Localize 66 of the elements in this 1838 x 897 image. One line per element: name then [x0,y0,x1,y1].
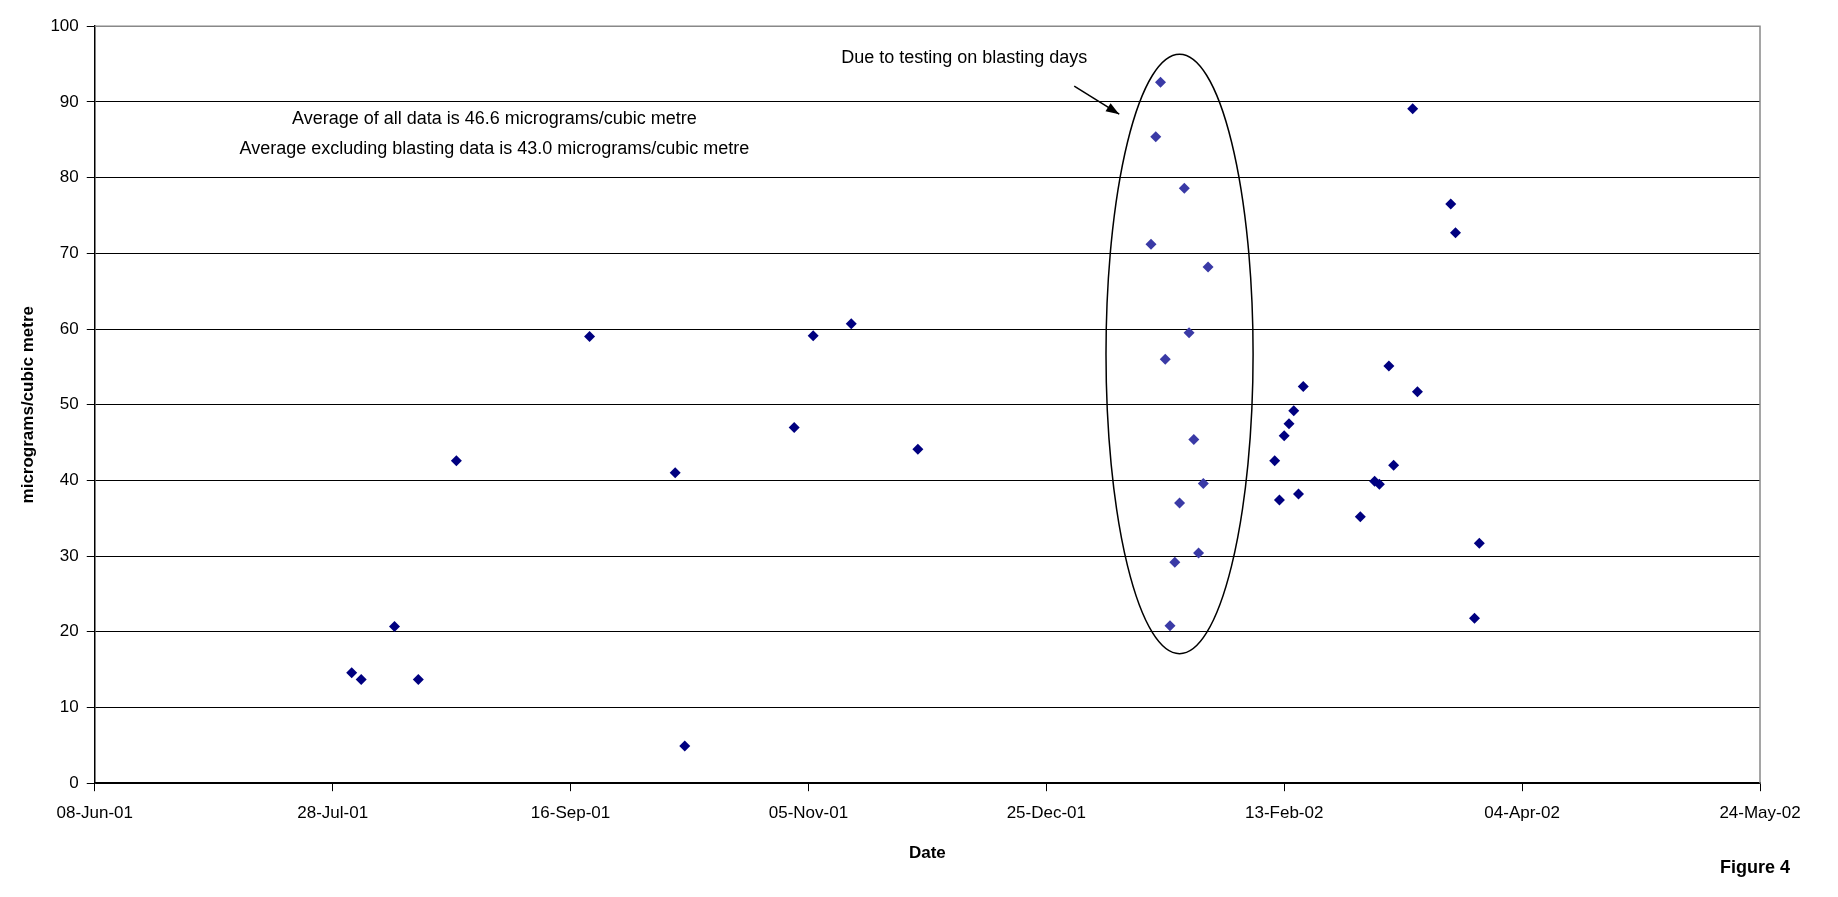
point [1174,497,1186,509]
x-tick-label: 16-Sep-01 [530,803,611,823]
point [1469,612,1481,624]
x-tick-label: 25-Dec-01 [1006,803,1087,823]
point [584,331,596,343]
point [1169,556,1181,568]
point [1164,620,1176,632]
point [389,621,401,632]
point [1411,386,1423,398]
x-tick-label: 28-Jul-01 [297,803,369,823]
y-tick-label: 70 [59,242,79,262]
point [1283,418,1295,430]
point [807,330,819,342]
point [1269,455,1281,467]
point [1450,227,1461,239]
point [1445,198,1457,210]
x-tick-label: 13-Feb-02 [1245,803,1324,823]
x-tick-label: 04-Apr-02 [1484,803,1560,823]
point [1473,537,1485,549]
point [1178,182,1190,194]
point [1297,381,1309,393]
point [355,673,367,685]
point [669,467,681,479]
point [1145,238,1157,250]
annotation: Average excluding blasting data is 43.0 micrograms/cubic metre [239,138,750,159]
y-tick-label: 10 [59,697,79,717]
point [1388,459,1400,471]
caption: Figure 4 [1719,856,1790,877]
point [679,740,691,752]
x-tick-label: 24-May-02 [1719,803,1801,823]
point [1197,477,1209,489]
y-tick-label: 100 [50,15,79,35]
y-axis-title: micrograms/cubic metre [17,305,37,504]
point [1407,103,1419,115]
y-tick-label: 50 [59,394,79,414]
y-tick-label: 20 [59,621,79,641]
point [788,421,800,433]
y-tick-label: 80 [59,167,79,187]
point [346,667,358,679]
point [1155,76,1167,88]
point [1288,405,1300,417]
point [1188,434,1200,446]
point [1202,261,1214,273]
x-tick-label: 05-Nov-01 [768,803,849,823]
y-tick-label: 40 [59,470,79,490]
x-axis-title: Date [908,843,946,863]
point [1193,547,1205,559]
point [1183,327,1195,339]
point [1383,360,1395,372]
point [1292,488,1304,500]
point [912,443,924,455]
point [1273,494,1285,506]
point [1159,353,1171,365]
point [1150,131,1162,143]
point [845,318,857,330]
point [412,673,424,685]
y-tick-label: 30 [59,545,79,565]
annotation: Due to testing on blasting days [841,47,1088,68]
point [1354,511,1366,523]
annotation: Average of all data is 46.6 micrograms/cubic metre [291,108,697,129]
y-tick-label: 0 [69,772,79,792]
point [450,455,462,467]
point [1278,430,1290,442]
y-tick-label: 90 [59,91,79,111]
y-tick-label: 60 [59,318,79,338]
x-tick-label: 08-Jun-01 [56,803,134,823]
